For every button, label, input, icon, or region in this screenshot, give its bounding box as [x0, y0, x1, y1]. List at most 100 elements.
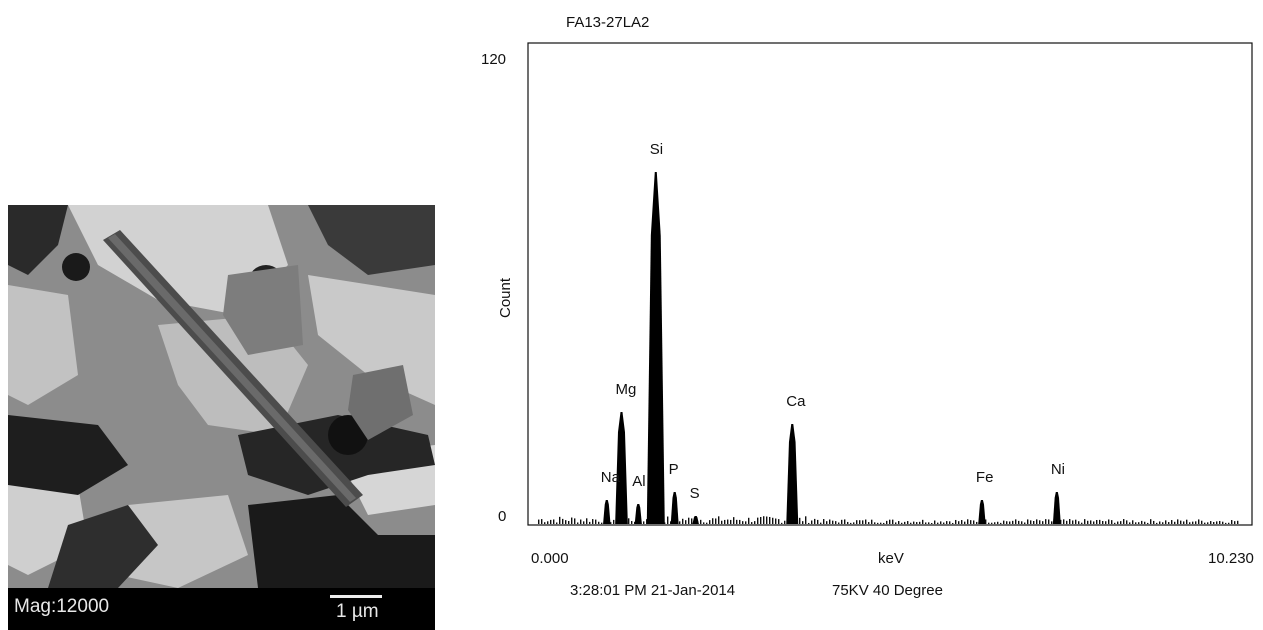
noise-bar — [745, 521, 747, 524]
noise-bar — [1093, 521, 1095, 524]
noise-bar — [817, 519, 819, 524]
x-tick-max: 10.230 — [1208, 550, 1254, 567]
noise-bar — [1174, 521, 1176, 524]
noise-bar — [1195, 521, 1197, 524]
noise-bar — [1084, 519, 1086, 524]
noise-bar — [991, 522, 993, 524]
noise-bar — [1189, 522, 1191, 524]
noise-bar — [586, 518, 588, 524]
noise-bar — [904, 521, 906, 524]
noise-bar — [1198, 519, 1200, 524]
noise-bar — [739, 519, 741, 524]
noise-bar — [1048, 519, 1050, 524]
noise-bar — [1129, 522, 1131, 524]
noise-bar — [988, 522, 990, 524]
noise-bar — [805, 516, 807, 524]
y-axis-label: Count — [497, 277, 514, 318]
noise-bar — [1204, 522, 1206, 524]
noise-bar — [610, 522, 612, 524]
noise-bar — [778, 519, 780, 524]
noise-bar — [955, 519, 957, 524]
noise-bar — [913, 521, 915, 524]
noise-bar — [1051, 521, 1053, 524]
noise-bar — [589, 521, 591, 524]
noise-bar — [562, 518, 564, 524]
noise-bar — [859, 520, 861, 524]
noise-bar — [1228, 522, 1230, 524]
noise-bar — [1015, 519, 1017, 524]
noise-bar — [823, 519, 825, 524]
noise-bar — [634, 521, 636, 524]
noise-bar — [1225, 522, 1227, 524]
noise-bar — [544, 522, 546, 524]
noise-bar — [601, 522, 603, 524]
noise-bar — [1072, 520, 1074, 524]
noise-bar — [1021, 521, 1023, 524]
noise-bar — [574, 518, 576, 524]
noise-bar — [565, 520, 567, 524]
noise-bar — [820, 522, 822, 524]
noise-bar — [691, 518, 693, 524]
noise-bar — [880, 522, 882, 524]
noise-bar — [772, 517, 774, 524]
magnification-label: Mag:12000 — [14, 596, 110, 617]
peak-mg — [615, 412, 628, 524]
noise-bar — [889, 519, 891, 524]
noise-bar — [628, 518, 630, 524]
noise-bar — [1006, 521, 1008, 524]
noise-bar — [931, 522, 933, 524]
noise-bar — [1144, 521, 1146, 524]
noise-bar — [973, 520, 975, 524]
noise-bar — [886, 520, 888, 524]
noise-bar — [802, 521, 804, 524]
noise-bar — [568, 521, 570, 524]
background-counts — [538, 516, 1239, 524]
noise-bar — [1120, 521, 1122, 524]
noise-bar — [856, 520, 858, 524]
noise-bar — [1114, 522, 1116, 524]
peak-label-s: S — [690, 485, 700, 502]
noise-bar — [949, 521, 951, 524]
noise-bar — [877, 522, 879, 524]
noise-bar — [835, 521, 837, 524]
noise-bar — [1108, 519, 1110, 524]
noise-bar — [946, 521, 948, 524]
noise-bar — [595, 519, 597, 524]
noise-bar — [538, 519, 540, 524]
noise-bar — [1018, 520, 1020, 524]
noise-bar — [826, 521, 828, 524]
noise-bar — [679, 521, 681, 524]
noise-bar — [874, 522, 876, 524]
noise-bar — [1192, 521, 1194, 524]
noise-bar — [736, 519, 738, 524]
noise-bar — [862, 520, 864, 524]
noise-bar — [1171, 520, 1173, 524]
noise-bar — [1138, 522, 1140, 524]
noise-bar — [754, 521, 756, 524]
noise-bar — [1090, 520, 1092, 524]
micrograph-image — [8, 205, 435, 588]
spectrum-title: FA13-27LA2 — [566, 14, 650, 31]
noise-bar — [811, 520, 813, 524]
noise-bar — [1099, 519, 1101, 524]
noise-bar — [1216, 521, 1218, 524]
noise-bar — [922, 519, 924, 524]
noise-bar — [1147, 522, 1149, 524]
y-tick-min: 0 — [498, 508, 506, 525]
noise-bar — [1081, 522, 1083, 524]
noise-bar — [682, 518, 684, 524]
noise-bar — [541, 519, 543, 524]
noise-bar — [553, 519, 555, 524]
peak-label-na: Na — [601, 469, 621, 486]
noise-bar — [577, 522, 579, 524]
noise-bar — [559, 516, 561, 524]
plot-frame — [527, 42, 1253, 526]
noise-bar — [997, 521, 999, 524]
noise-bar — [916, 522, 918, 524]
noise-bar — [748, 517, 750, 524]
y-tick-max: 120 — [481, 51, 506, 68]
noise-bar — [1201, 520, 1203, 524]
noise-bar — [757, 517, 759, 524]
noise-bar — [1087, 520, 1089, 524]
